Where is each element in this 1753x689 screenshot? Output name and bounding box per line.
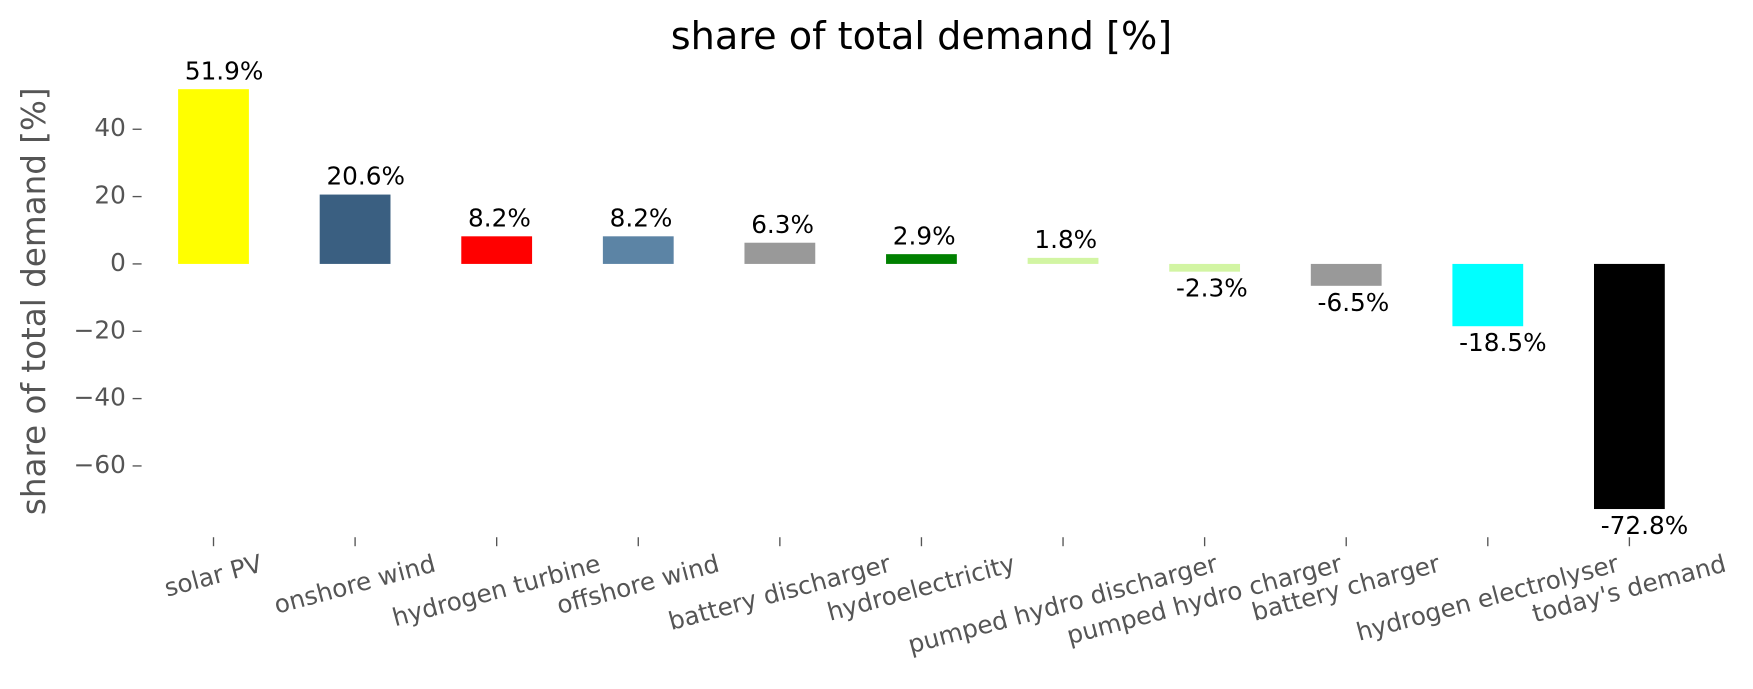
y-tick-label: 20 [94,181,125,210]
y-tick-label: −60 [74,450,126,479]
bar [1310,263,1382,286]
y-tick-label: 0 [110,248,126,277]
y-tick-label: −20 [74,315,126,344]
bar [1593,263,1665,510]
bar [1027,257,1099,264]
bar [744,242,816,264]
bar [461,236,533,264]
y-axis-label: share of total demand [%] [15,87,53,515]
bar [1452,263,1524,327]
bar [1169,263,1241,272]
y-tick-label: −40 [74,383,126,412]
value-label: -18.5% [1459,328,1546,357]
value-label: 1.8% [1034,225,1097,254]
y-tick-label: 40 [94,113,125,142]
value-label: 2.9% [893,221,956,250]
bar [602,236,674,264]
x-tick-label: solar PV [161,549,265,603]
chart-title: share of total demand [%] [671,15,1172,59]
value-label: 6.3% [751,210,814,239]
value-label: 51.9% [185,56,264,85]
value-label: -2.3% [1176,274,1248,303]
value-label: 8.2% [468,203,531,232]
value-label: 8.2% [610,203,673,232]
value-label: 20.6% [326,162,405,191]
bar [886,254,957,264]
bar [319,194,391,264]
value-label: -72.8% [1601,511,1688,540]
bar [178,89,249,264]
value-label: -6.5% [1318,288,1390,317]
